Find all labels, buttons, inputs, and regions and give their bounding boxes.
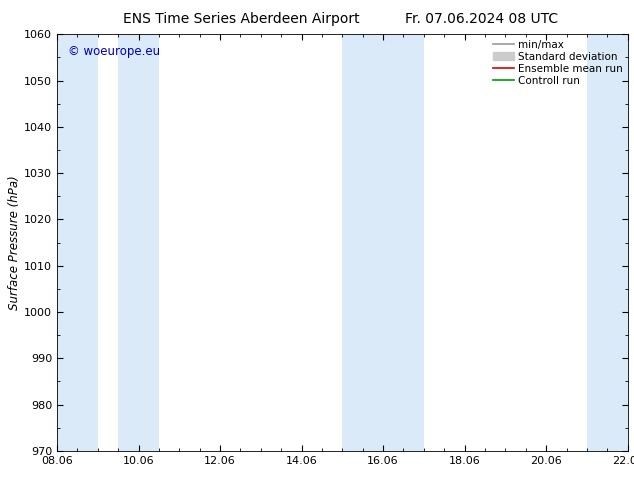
Bar	[342, 34, 424, 451]
Text: Fr. 07.06.2024 08 UTC: Fr. 07.06.2024 08 UTC	[405, 12, 559, 26]
Bar	[57, 34, 98, 451]
Bar	[587, 34, 628, 451]
Text: ENS Time Series Aberdeen Airport: ENS Time Series Aberdeen Airport	[122, 12, 359, 26]
Text: © woeurope.eu: © woeurope.eu	[68, 45, 160, 58]
Legend: min/max, Standard deviation, Ensemble mean run, Controll run: min/max, Standard deviation, Ensemble me…	[491, 37, 624, 88]
Bar	[118, 34, 159, 451]
Y-axis label: Surface Pressure (hPa): Surface Pressure (hPa)	[8, 175, 22, 310]
